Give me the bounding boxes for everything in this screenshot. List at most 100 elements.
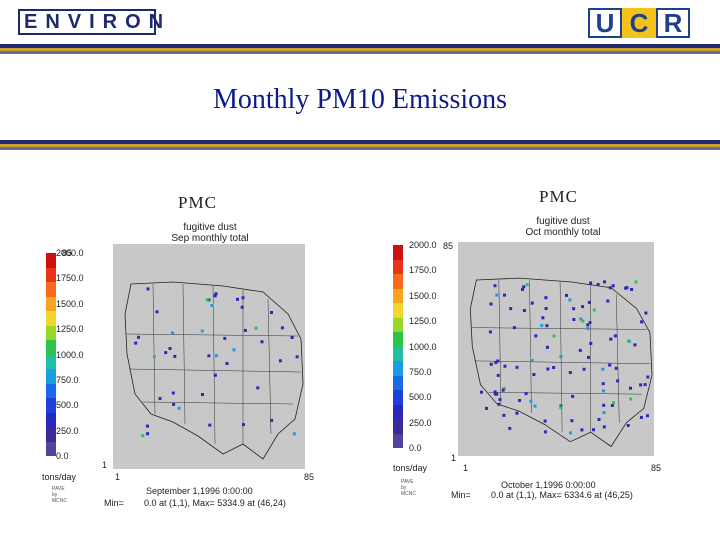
emission-cell: [270, 418, 274, 422]
emission-cell: [213, 373, 217, 377]
emission-cell: [508, 426, 512, 430]
emission-cell: [480, 390, 483, 394]
emission-cell: [581, 319, 585, 323]
emission-cell: [225, 362, 229, 365]
emission-cell: [643, 383, 647, 387]
emission-cell: [616, 379, 620, 383]
emission-cell: [243, 328, 247, 332]
color-scale-segment: [393, 375, 403, 390]
emission-cell: [278, 359, 282, 363]
emission-cell: [493, 392, 497, 396]
top-rule: [0, 44, 720, 54]
panel-sep: PMC fugitive dust Sep monthly total 85 2…: [10, 190, 314, 520]
panel-oct: PMC fugitive dust Oct monthly total 85 2…: [383, 185, 683, 515]
emission-cell: [644, 311, 648, 315]
units-label: tons/day: [42, 472, 77, 482]
emission-cell: [295, 355, 299, 359]
emission-cell: [214, 292, 218, 296]
emission-cell: [494, 361, 498, 365]
color-scale-segment: [393, 390, 403, 405]
emission-cell: [613, 334, 617, 338]
emission-cell: [603, 280, 606, 284]
emission-cell: [588, 321, 592, 325]
emission-cell: [552, 334, 556, 338]
emission-cell: [589, 281, 593, 285]
emission-cell: [568, 298, 572, 302]
emission-cell: [572, 307, 576, 311]
emission-cell: [502, 413, 506, 417]
x-min-label: 1: [115, 472, 121, 482]
emission-cell: [541, 316, 545, 320]
emission-cell: [485, 406, 488, 410]
color-scale-segment: [393, 332, 403, 347]
min-label: Min=: [451, 490, 471, 500]
emission-cell: [586, 323, 590, 327]
emission-cell: [612, 401, 616, 405]
credit-text: PAVE by MCNC: [52, 486, 67, 504]
color-scale-segment: [46, 267, 56, 282]
state-border: [152, 283, 156, 415]
state-border: [126, 333, 299, 337]
emission-cell: [522, 309, 526, 312]
emission-cell: [552, 366, 556, 369]
emission-cell: [177, 406, 181, 410]
emission-cell: [633, 343, 637, 347]
emission-cell: [522, 285, 526, 289]
state-border: [474, 360, 650, 364]
x-max-label: 85: [304, 472, 315, 482]
y-min-label: 1: [102, 460, 108, 470]
emission-cell: [602, 403, 606, 407]
color-scale-segment: [46, 441, 56, 456]
emission-cell: [611, 284, 615, 288]
emission-cell: [509, 307, 513, 311]
emission-cell: [587, 355, 590, 359]
color-scale-segment: [393, 245, 403, 260]
emission-cell: [241, 296, 245, 300]
state-border: [128, 368, 302, 373]
emission-cell: [214, 354, 218, 358]
emission-cell: [171, 391, 175, 395]
color-scale-segment: [46, 383, 56, 398]
ucr-logo-r: R: [656, 8, 690, 38]
state-border: [498, 280, 502, 404]
emission-cell: [155, 310, 159, 314]
state-border: [182, 283, 186, 425]
emission-cell: [589, 341, 593, 345]
emission-cell: [610, 404, 614, 407]
emission-cell: [609, 337, 613, 341]
bottom-rule: [0, 140, 720, 150]
emission-cell: [534, 334, 538, 338]
color-scale-tick: 1250.0: [409, 316, 437, 327]
color-scale-tick: 750.0: [56, 374, 79, 385]
color-scale-tick: 500.0: [409, 392, 432, 403]
emission-cell: [606, 299, 610, 303]
panel-label: PMC: [178, 193, 217, 212]
color-scale-segment: [393, 346, 403, 361]
emission-cell: [270, 311, 273, 314]
emission-cell: [518, 399, 522, 402]
emission-cell: [580, 428, 584, 432]
color-scale-segment: [46, 340, 56, 355]
units-label: tons/day: [393, 463, 428, 473]
color-scale-segment: [393, 317, 403, 332]
emission-cell: [501, 388, 505, 392]
emission-cell: [646, 414, 649, 418]
emission-cell: [498, 398, 502, 401]
emission-cell: [137, 335, 140, 339]
emission-cell: [260, 340, 264, 344]
emission-cell: [545, 324, 549, 328]
color-scale-tick: 0.0: [56, 451, 69, 461]
emission-cell: [495, 293, 499, 297]
emission-cell: [626, 424, 630, 427]
emission-cell: [601, 382, 605, 386]
panel-subtitle: fugitive dust Sep monthly total: [171, 222, 249, 244]
emission-cell: [639, 415, 643, 419]
emission-cell: [146, 287, 150, 291]
color-scale-segment: [393, 419, 403, 434]
environ-logo: ENVIRON: [18, 9, 163, 35]
emission-cell: [627, 339, 631, 343]
emission-cell: [236, 297, 239, 301]
us-outline: [124, 281, 304, 460]
emission-cell: [543, 430, 547, 434]
emission-cell: [292, 432, 296, 436]
